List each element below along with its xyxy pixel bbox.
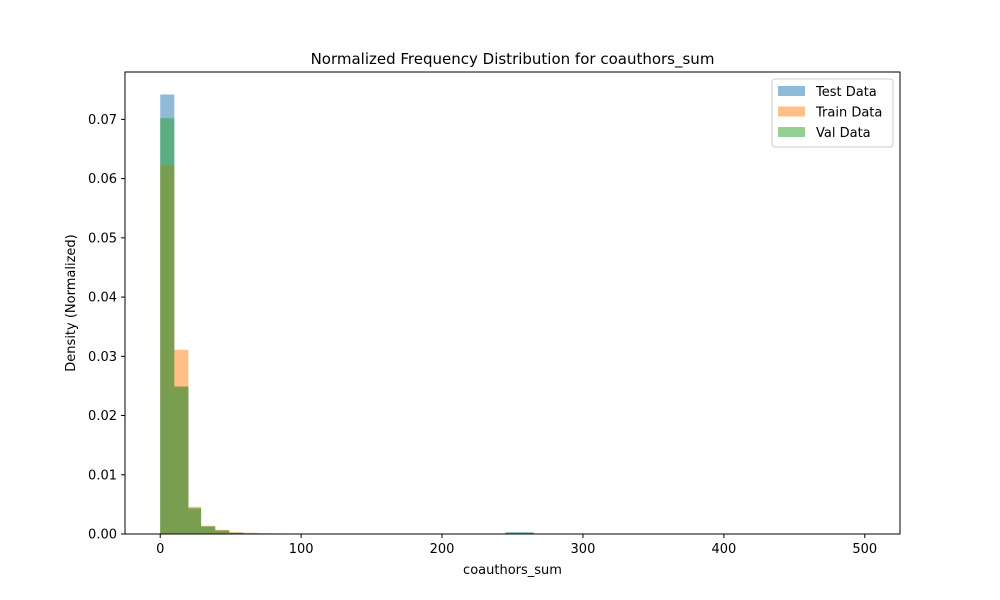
legend-label: Train Data	[815, 106, 882, 121]
y-tick-label: 0.07	[88, 113, 117, 128]
legend-item: Val Data	[778, 126, 871, 141]
y-tick-label: 0.04	[88, 291, 117, 306]
y-tick-label: 0.06	[88, 172, 117, 187]
y-tick-label: 0.01	[88, 468, 117, 483]
legend-label: Test Data	[815, 85, 877, 100]
histogram-bar	[505, 532, 534, 534]
x-axis-label: coauthors_sum	[463, 563, 562, 578]
legend-swatch	[778, 106, 805, 117]
legend-item: Test Data	[778, 85, 877, 100]
x-tick-label: 200	[430, 542, 455, 557]
x-tick-label: 100	[289, 542, 314, 557]
histogram-bar	[215, 530, 230, 534]
x-tick-label: 0	[156, 542, 164, 557]
y-axis: 0.00 0.01 0.02 0.03 0.04 0.05 0.06 0.07	[88, 113, 125, 543]
series-val-data	[160, 118, 534, 534]
x-tick-label: 400	[711, 542, 736, 557]
histogram-bar	[188, 507, 202, 534]
bars-layer	[160, 94, 534, 535]
histogram-bar	[174, 386, 189, 534]
x-axis: 0 100 200 300 400 500	[156, 534, 877, 557]
y-tick-label: 0.02	[88, 409, 117, 424]
y-axis-label: Density (Normalized)	[64, 234, 79, 371]
histogram-bar	[160, 118, 175, 534]
histogram-bar	[229, 532, 244, 534]
y-tick-label: 0.00	[88, 528, 117, 543]
legend-swatch	[778, 127, 805, 137]
legend-item: Train Data	[778, 106, 882, 121]
chart-title: Normalized Frequency Distribution for co…	[311, 50, 715, 69]
plot-frame	[124, 71, 901, 535]
legend: Test Data Train Data Val Data	[771, 78, 894, 148]
legend-swatch	[778, 86, 805, 96]
y-tick-label: 0.05	[88, 231, 117, 246]
legend-label: Val Data	[816, 126, 871, 141]
histogram-bar	[201, 526, 216, 534]
x-tick-label: 500	[852, 542, 877, 557]
x-tick-label: 300	[571, 542, 596, 557]
y-tick-label: 0.03	[88, 350, 117, 365]
